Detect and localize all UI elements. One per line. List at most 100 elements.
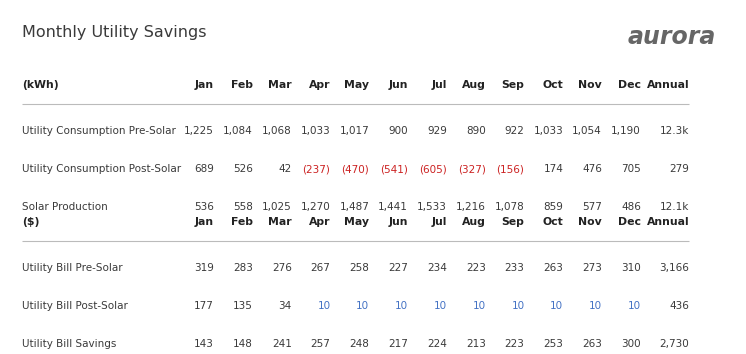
Text: 558: 558 xyxy=(233,202,253,212)
Text: 486: 486 xyxy=(621,202,641,212)
Text: (156): (156) xyxy=(497,164,524,174)
Text: Annual: Annual xyxy=(647,217,689,227)
Text: Jun: Jun xyxy=(389,217,408,227)
Text: 135: 135 xyxy=(233,301,253,311)
Text: 1,033: 1,033 xyxy=(533,126,563,136)
Text: Jan: Jan xyxy=(195,80,214,90)
Text: 273: 273 xyxy=(582,263,602,273)
Text: Utility Bill Pre-Solar: Utility Bill Pre-Solar xyxy=(22,263,123,273)
Text: 263: 263 xyxy=(582,339,602,349)
Text: Apr: Apr xyxy=(309,217,330,227)
Text: Jul: Jul xyxy=(431,217,447,227)
Text: 859: 859 xyxy=(543,202,563,212)
Text: Nov: Nov xyxy=(578,217,602,227)
Text: 1,190: 1,190 xyxy=(611,126,641,136)
Text: 174: 174 xyxy=(543,164,563,174)
Text: 1,033: 1,033 xyxy=(301,126,330,136)
Text: (470): (470) xyxy=(342,164,369,174)
Text: 1,068: 1,068 xyxy=(262,126,292,136)
Text: Aug: Aug xyxy=(462,217,486,227)
Text: 526: 526 xyxy=(233,164,253,174)
Text: 310: 310 xyxy=(621,263,641,273)
Text: 10: 10 xyxy=(395,301,408,311)
Text: 1,441: 1,441 xyxy=(378,202,408,212)
Text: 224: 224 xyxy=(427,339,447,349)
Text: 1,084: 1,084 xyxy=(223,126,253,136)
Text: 283: 283 xyxy=(233,263,253,273)
Text: 217: 217 xyxy=(388,339,408,349)
Text: 267: 267 xyxy=(310,263,330,273)
Text: Utility Consumption Post-Solar: Utility Consumption Post-Solar xyxy=(22,164,181,174)
Text: Annual: Annual xyxy=(647,80,689,90)
Text: (327): (327) xyxy=(458,164,486,174)
Text: 12.3k: 12.3k xyxy=(660,126,689,136)
Text: 263: 263 xyxy=(543,263,563,273)
Text: Jul: Jul xyxy=(431,80,447,90)
Text: 929: 929 xyxy=(427,126,447,136)
Text: 42: 42 xyxy=(278,164,292,174)
Text: 253: 253 xyxy=(543,339,563,349)
Text: Sep: Sep xyxy=(501,80,524,90)
Text: 241: 241 xyxy=(272,339,292,349)
Text: 577: 577 xyxy=(582,202,602,212)
Text: Dec: Dec xyxy=(618,217,641,227)
Text: May: May xyxy=(344,80,369,90)
Text: 257: 257 xyxy=(310,339,330,349)
Text: Mar: Mar xyxy=(268,217,292,227)
Text: Nov: Nov xyxy=(578,80,602,90)
Text: 276: 276 xyxy=(272,263,292,273)
Text: 319: 319 xyxy=(194,263,214,273)
Text: 476: 476 xyxy=(582,164,602,174)
Text: (541): (541) xyxy=(380,164,408,174)
Text: 10: 10 xyxy=(550,301,563,311)
Text: 10: 10 xyxy=(356,301,369,311)
Text: 223: 223 xyxy=(466,263,486,273)
Text: 279: 279 xyxy=(669,164,689,174)
Text: Utility Bill Savings: Utility Bill Savings xyxy=(22,339,117,349)
Text: Utility Bill Post-Solar: Utility Bill Post-Solar xyxy=(22,301,128,311)
Text: 213: 213 xyxy=(466,339,486,349)
Text: 177: 177 xyxy=(194,301,214,311)
Text: 10: 10 xyxy=(511,301,524,311)
Text: Solar Production: Solar Production xyxy=(22,202,108,212)
Text: 436: 436 xyxy=(669,301,689,311)
Text: Feb: Feb xyxy=(231,80,253,90)
Text: 1,225: 1,225 xyxy=(184,126,214,136)
Text: Mar: Mar xyxy=(268,80,292,90)
Text: 536: 536 xyxy=(194,202,214,212)
Text: Sep: Sep xyxy=(501,217,524,227)
Text: Jun: Jun xyxy=(389,80,408,90)
Text: 223: 223 xyxy=(504,339,524,349)
Text: 922: 922 xyxy=(504,126,524,136)
Text: 890: 890 xyxy=(466,126,486,136)
Text: Utility Consumption Pre-Solar: Utility Consumption Pre-Solar xyxy=(22,126,176,136)
Text: Aug: Aug xyxy=(462,80,486,90)
Text: 900: 900 xyxy=(389,126,408,136)
Text: (605): (605) xyxy=(419,164,447,174)
Text: 258: 258 xyxy=(349,263,369,273)
Text: 10: 10 xyxy=(472,301,486,311)
Text: 689: 689 xyxy=(194,164,214,174)
Text: 2,730: 2,730 xyxy=(659,339,689,349)
Text: 300: 300 xyxy=(621,339,641,349)
Text: aurora: aurora xyxy=(628,25,716,49)
Text: 10: 10 xyxy=(433,301,447,311)
Text: 12.1k: 12.1k xyxy=(660,202,689,212)
Text: Oct: Oct xyxy=(542,217,563,227)
Text: 233: 233 xyxy=(504,263,524,273)
Text: (237): (237) xyxy=(303,164,330,174)
Text: 1,054: 1,054 xyxy=(572,126,602,136)
Text: 143: 143 xyxy=(194,339,214,349)
Text: 1,017: 1,017 xyxy=(339,126,369,136)
Text: Monthly Utility Savings: Monthly Utility Savings xyxy=(22,25,207,40)
Text: 227: 227 xyxy=(388,263,408,273)
Text: 705: 705 xyxy=(621,164,641,174)
Text: 34: 34 xyxy=(278,301,292,311)
Text: May: May xyxy=(344,217,369,227)
Text: Jan: Jan xyxy=(195,217,214,227)
Text: 1,533: 1,533 xyxy=(417,202,447,212)
Text: 10: 10 xyxy=(627,301,641,311)
Text: Apr: Apr xyxy=(309,80,330,90)
Text: Feb: Feb xyxy=(231,217,253,227)
Text: ($): ($) xyxy=(22,217,40,227)
